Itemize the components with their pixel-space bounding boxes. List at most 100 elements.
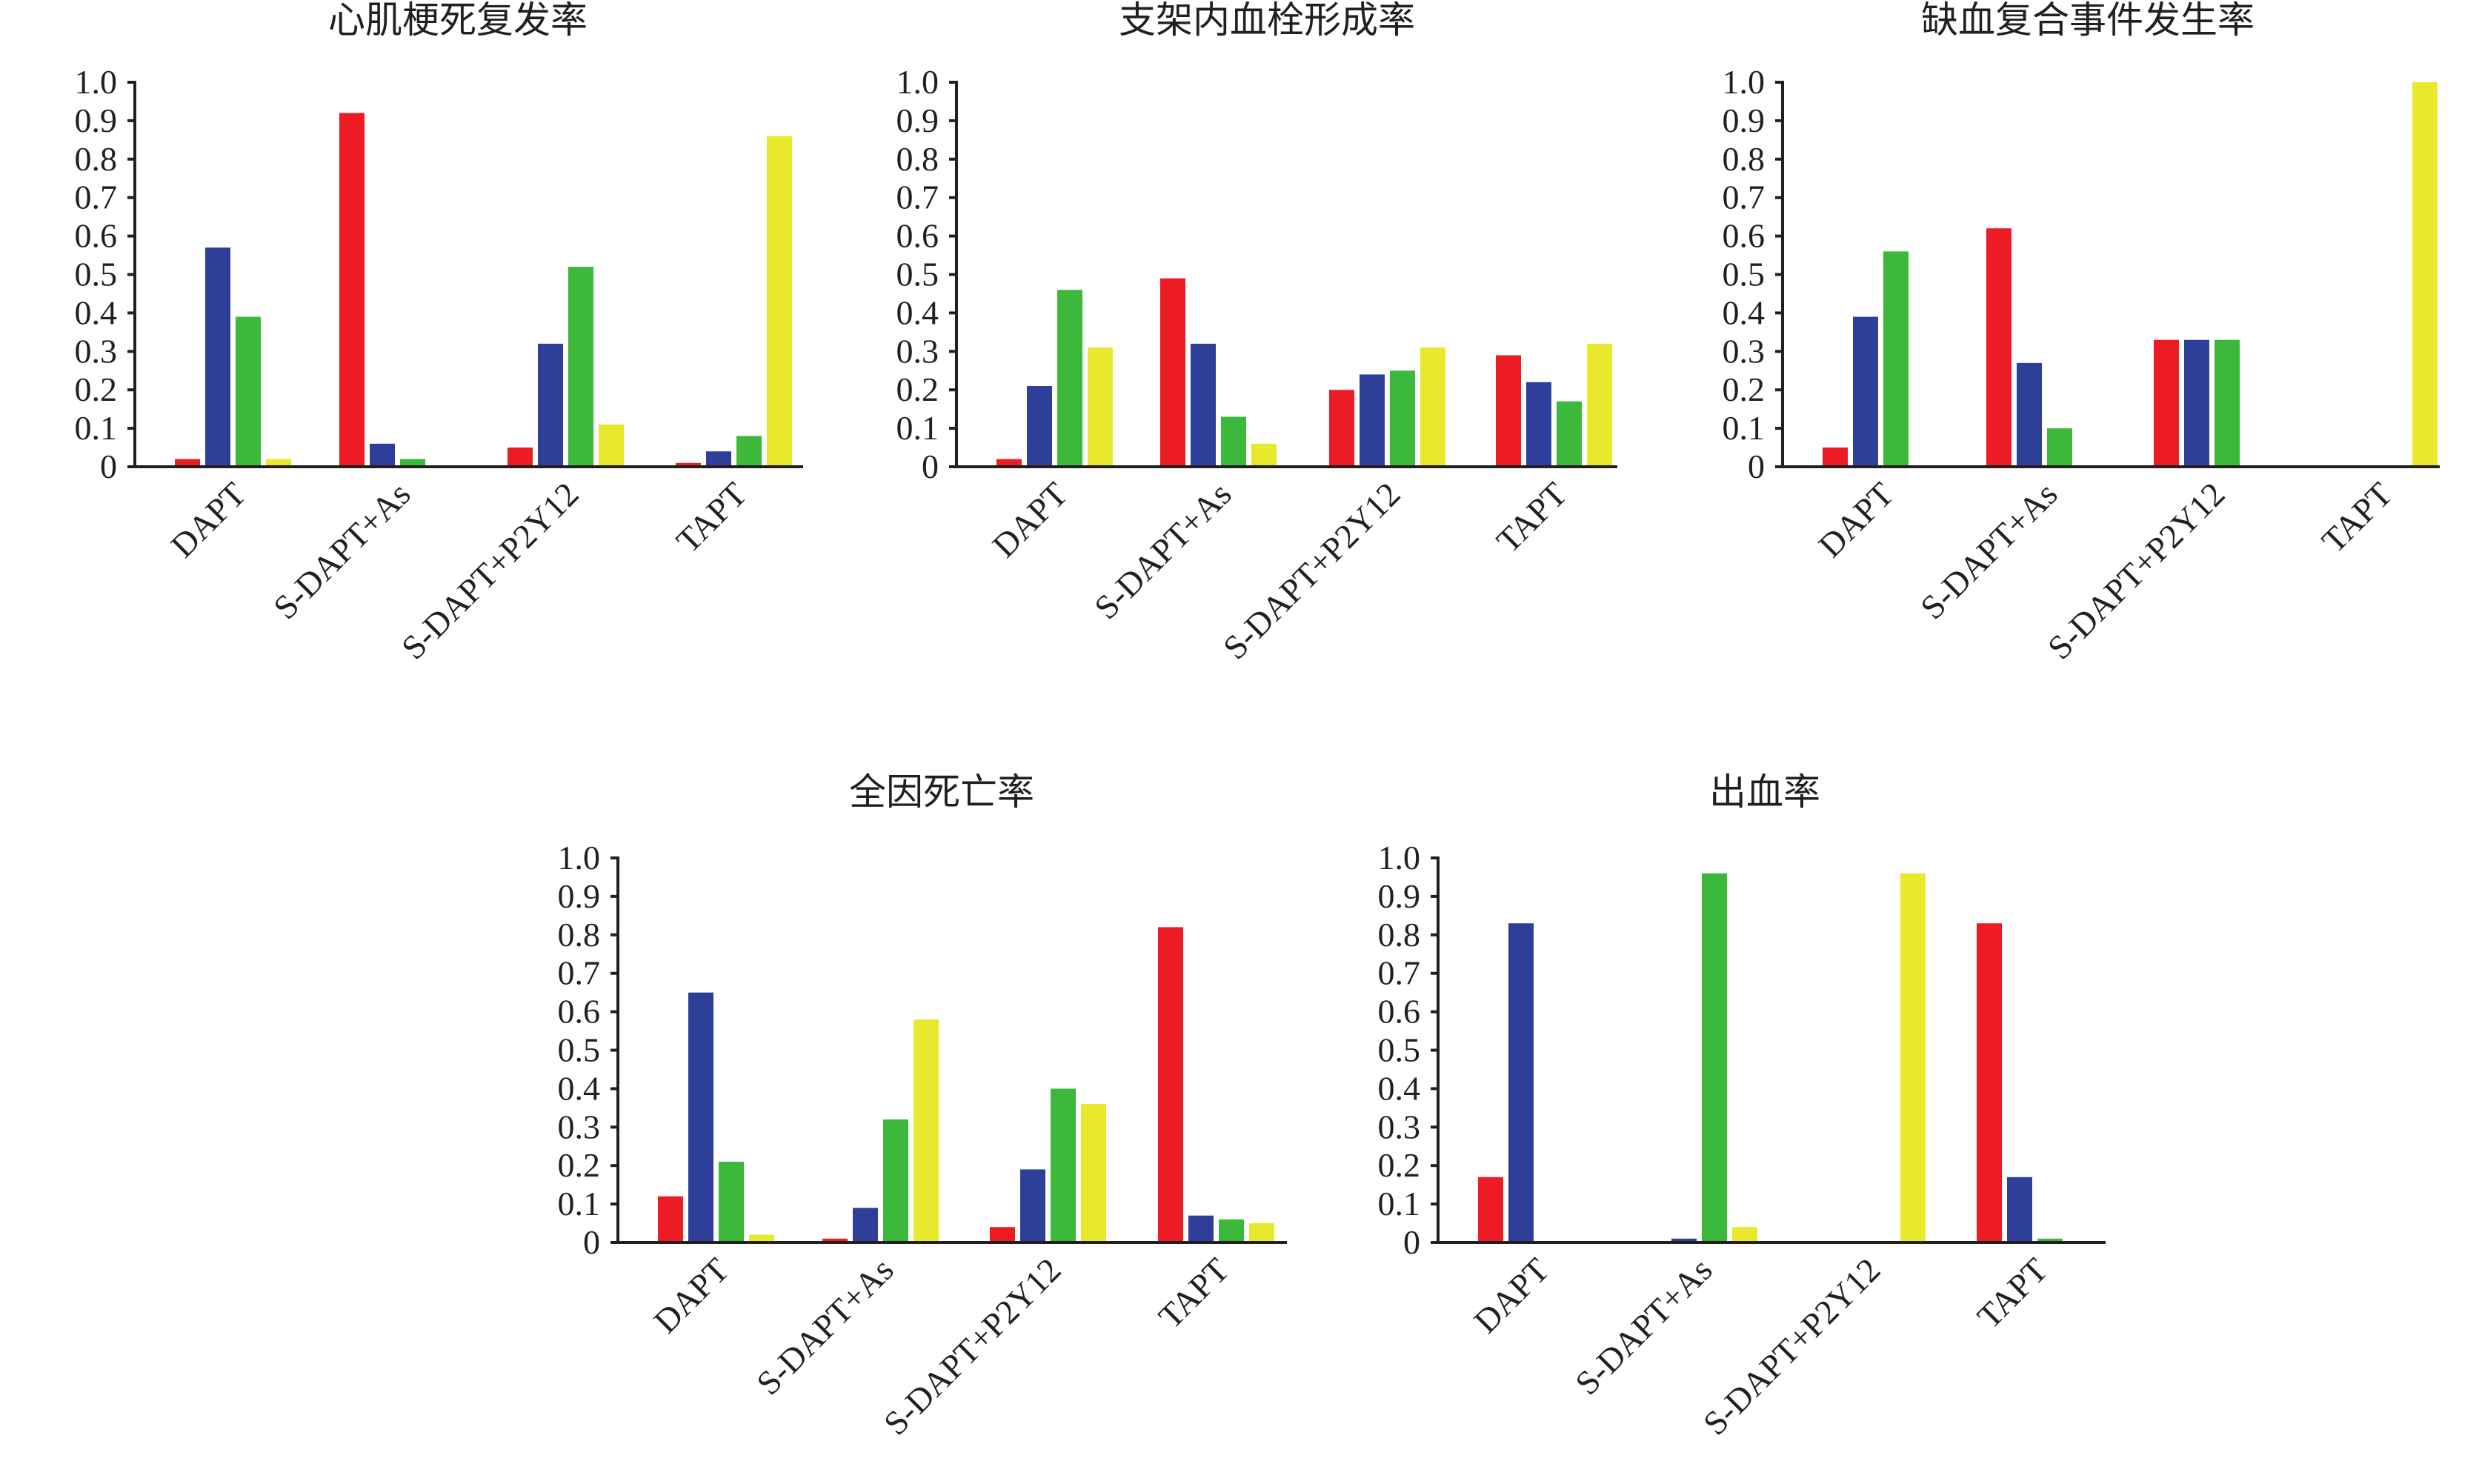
- y-tick-label: 0.7: [558, 954, 601, 992]
- bar: [767, 136, 792, 467]
- y-tick-label: 0.4: [896, 293, 939, 331]
- bar: [2215, 339, 2240, 467]
- y-tick-label: 0.8: [1723, 140, 1766, 178]
- bar: [400, 459, 425, 467]
- bar: [1496, 355, 1521, 467]
- y-tick-label: 0.6: [75, 217, 118, 255]
- bar: [688, 992, 713, 1242]
- x-tick-label: S-DAPT+As: [749, 1251, 900, 1402]
- x-tick-label: TAPT: [2315, 475, 2400, 560]
- y-tick-label: 0.7: [1723, 179, 1766, 216]
- x-tick-label: S-DAPT+P2Y12: [2040, 475, 2232, 667]
- bar: [822, 1238, 848, 1242]
- bar: [1587, 343, 1612, 467]
- bar: [853, 1208, 878, 1242]
- bar: [1557, 401, 1582, 467]
- y-tick-label: 1.0: [558, 839, 601, 876]
- y-tick-label: 0.8: [75, 140, 118, 178]
- bar: [1360, 374, 1385, 467]
- bar: [1732, 1227, 1757, 1242]
- x-tick-label: S-DAPT+P2Y12: [1216, 475, 1408, 667]
- y-tick-label: 0.1: [896, 409, 939, 447]
- y-tick-label: 0.5: [75, 256, 118, 293]
- chart-panel-all-cause-mortality: 全因死亡率 00.10.20.30.40.50.60.70.80.91.0 DAP…: [558, 771, 1287, 1443]
- y-tick-label: 0.3: [558, 1108, 601, 1145]
- bar: [1900, 873, 1926, 1242]
- x-tick-label: DAPT: [647, 1251, 736, 1340]
- x-tick-label: S-DAPT+As: [266, 475, 417, 626]
- bar: [1390, 370, 1415, 467]
- y-tick-label: 0.3: [1378, 1108, 1421, 1145]
- bar: [599, 424, 624, 467]
- chart-title: 心肌梗死复发率: [328, 0, 588, 41]
- bar: [1977, 923, 2002, 1242]
- bar: [996, 459, 1022, 467]
- y-tick-label: 0.4: [75, 293, 118, 331]
- x-tick-label: S-DAPT+As: [1913, 475, 2064, 626]
- bar: [883, 1119, 908, 1242]
- y-tick-label: 0.5: [558, 1031, 601, 1069]
- chart-panel-stent-thrombosis: 支架内血栓形成率 00.10.20.30.40.50.60.70.80.91.0…: [896, 0, 1617, 667]
- bar: [2412, 82, 2438, 467]
- y-tick-label: 0.1: [1723, 409, 1766, 447]
- y-tick-label: 0.9: [1378, 877, 1421, 915]
- y-tick-label: 0.5: [896, 256, 939, 293]
- bar: [1986, 228, 2012, 467]
- bar: [1160, 278, 1185, 467]
- bar: [1883, 251, 1909, 467]
- bar: [706, 451, 731, 467]
- y-tick-label: 0.7: [1378, 954, 1421, 992]
- y-tick-label: 0.8: [558, 916, 601, 954]
- bar: [1191, 343, 1216, 467]
- bar: [1478, 1177, 1503, 1242]
- x-tick-label: S-DAPT+As: [1087, 475, 1238, 626]
- x-tick-label: DAPT: [1467, 1251, 1557, 1340]
- bar: [2047, 428, 2072, 467]
- bar: [1420, 347, 1445, 467]
- bar: [1081, 1104, 1106, 1242]
- x-tick-label: S-DAPT+As: [1568, 1251, 1719, 1402]
- bar: [2037, 1238, 2063, 1242]
- chart-panel-ischemic-events: 缺血复合事件发生率 00.10.20.30.40.50.60.70.80.91.…: [1723, 0, 2440, 667]
- y-tick-label: 0.7: [896, 179, 939, 216]
- bar: [1051, 1088, 1076, 1242]
- bar: [914, 1019, 939, 1242]
- bar: [1057, 290, 1082, 467]
- y-tick-label: 0.1: [75, 409, 118, 447]
- bar: [266, 459, 291, 467]
- bar: [538, 343, 563, 467]
- bar: [2184, 339, 2209, 467]
- x-tick-label: TAPT: [1151, 1251, 1237, 1336]
- x-tick-label: DAPT: [985, 475, 1075, 565]
- y-tick-label: 0.1: [1378, 1185, 1421, 1222]
- bar: [719, 1162, 744, 1242]
- y-tick-label: 0.1: [558, 1185, 601, 1222]
- y-tick-label: 0.3: [75, 332, 118, 370]
- y-tick-label: 0.6: [1723, 217, 1766, 255]
- y-tick-label: 0.2: [1378, 1146, 1421, 1184]
- y-tick-label: 0.3: [896, 332, 939, 370]
- bar: [568, 267, 593, 467]
- y-tick-label: 0.6: [896, 217, 939, 255]
- bar: [749, 1234, 774, 1242]
- y-tick-label: 0.2: [1723, 370, 1766, 408]
- y-tick-label: 1.0: [896, 63, 939, 101]
- y-tick-label: 0.4: [1378, 1069, 1421, 1107]
- bar: [236, 316, 261, 467]
- chart-panel-mi-recurrence: 心肌梗死复发率 00.10.20.30.40.50.60.70.80.91.0 D…: [75, 0, 803, 667]
- y-tick-label: 1.0: [75, 63, 118, 101]
- chart-title: 全因死亡率: [849, 771, 1034, 813]
- y-tick-label: 0.7: [75, 179, 118, 216]
- y-tick-label: 0.9: [75, 102, 118, 139]
- y-tick-label: 0.3: [1723, 332, 1766, 370]
- y-tick-label: 0.2: [558, 1146, 601, 1184]
- x-tick-label: TAPT: [1489, 475, 1574, 560]
- x-tick-label: TAPT: [669, 475, 754, 560]
- y-tick-label: 0.4: [558, 1069, 601, 1107]
- y-tick-label: 0.9: [1723, 102, 1766, 139]
- y-tick-label: 0: [922, 447, 939, 485]
- bar: [676, 462, 701, 467]
- x-tick-label: TAPT: [1970, 1251, 2055, 1336]
- bar: [1158, 927, 1183, 1242]
- chart-title: 支架内血栓形成率: [1119, 0, 1415, 41]
